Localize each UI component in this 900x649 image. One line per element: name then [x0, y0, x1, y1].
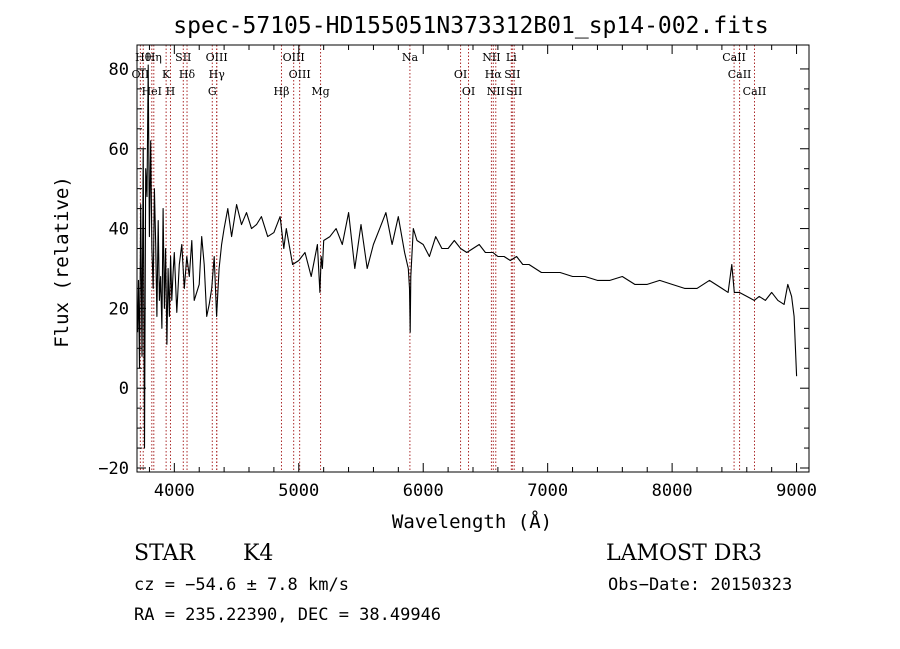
- y-tick-label: 20: [109, 299, 129, 319]
- y-tick-label: 0: [119, 379, 129, 399]
- x-tick-label: 8000: [652, 481, 693, 501]
- spectral-line-label: NII: [487, 85, 505, 98]
- spectral-line-label: Hδ: [179, 68, 196, 81]
- spectral-line-label: CaII: [743, 85, 767, 98]
- x-tick-label: 7000: [527, 481, 568, 501]
- x-tick-label: 9000: [776, 481, 817, 501]
- spectral-line-label: Hγ: [209, 68, 226, 81]
- spectral-line-label: Hη: [146, 51, 162, 64]
- spectral-line-label: SII: [504, 68, 520, 81]
- spectral-line-label: Mg: [311, 85, 329, 98]
- spectral-line-label: OI: [462, 85, 475, 98]
- chart-title: spec-57105-HD155051N373312B01_sp14-002.f…: [173, 13, 768, 39]
- spectrum-line: [137, 64, 798, 449]
- axis-ticks: 4000 5000 6000 7000 8000 9000 −20 0 20 40 60 80: [98, 45, 817, 501]
- plot-frame: [136, 44, 810, 473]
- redshift-text: cz = −54.6 ± 7.8 km/s: [134, 575, 349, 595]
- y-tick-label: 40: [109, 220, 129, 240]
- y-tick-label: 80: [109, 60, 129, 80]
- spectrum-trace: [137, 64, 798, 449]
- survey-name: LAMOST DR3: [606, 541, 762, 566]
- spectral-line-label: OIII: [206, 51, 228, 64]
- spectral-line-markers: [139, 45, 755, 472]
- spectral-line-label: K: [162, 68, 171, 81]
- spectral-line-label: Hθ: [135, 51, 152, 64]
- spectral-line-label: OII: [132, 68, 150, 81]
- spectral-line-labels: HθOIIHeIHηKHSIIHδGOIIIHγHβOIIIOIIIMgNaOI…: [132, 51, 767, 98]
- spectral-line-label: SII: [175, 51, 191, 64]
- spectral-line-label: SII: [506, 85, 522, 98]
- y-tick-label: 60: [109, 140, 129, 160]
- spectral-line-label: Hα: [485, 68, 503, 81]
- spectral-line-label: Hβ: [274, 85, 290, 98]
- y-axis-label: Flux (relative): [51, 176, 73, 348]
- x-tick-label: 5000: [278, 481, 319, 501]
- spectral-line-label: CaII: [728, 68, 752, 81]
- spectral-line-label: OI: [454, 68, 467, 81]
- x-tick-label: 6000: [403, 481, 444, 501]
- x-axis-label: Wavelength (Å): [392, 510, 552, 533]
- obs-date-text: Obs−Date: 20150323: [608, 575, 792, 595]
- spectral-line-label: G: [208, 85, 217, 98]
- object-class: STAR: [134, 541, 196, 566]
- object-subclass: K4: [243, 541, 273, 566]
- spectral-line-label: CaII: [722, 51, 746, 64]
- spectral-line-label: Li: [506, 51, 517, 64]
- y-tick-label: −20: [98, 459, 129, 479]
- coordinates-text: RA = 235.22390, DEC = 38.49946: [134, 605, 441, 625]
- spectral-line-label: HeI: [142, 85, 162, 98]
- spectral-line-label: H: [166, 85, 176, 98]
- x-tick-label: 4000: [154, 481, 195, 501]
- spectral-line-label: Na: [402, 51, 419, 64]
- spectral-line-label: NII: [482, 51, 500, 64]
- spectral-line-label: OIII: [283, 51, 305, 64]
- spectral-line-label: OIII: [289, 68, 311, 81]
